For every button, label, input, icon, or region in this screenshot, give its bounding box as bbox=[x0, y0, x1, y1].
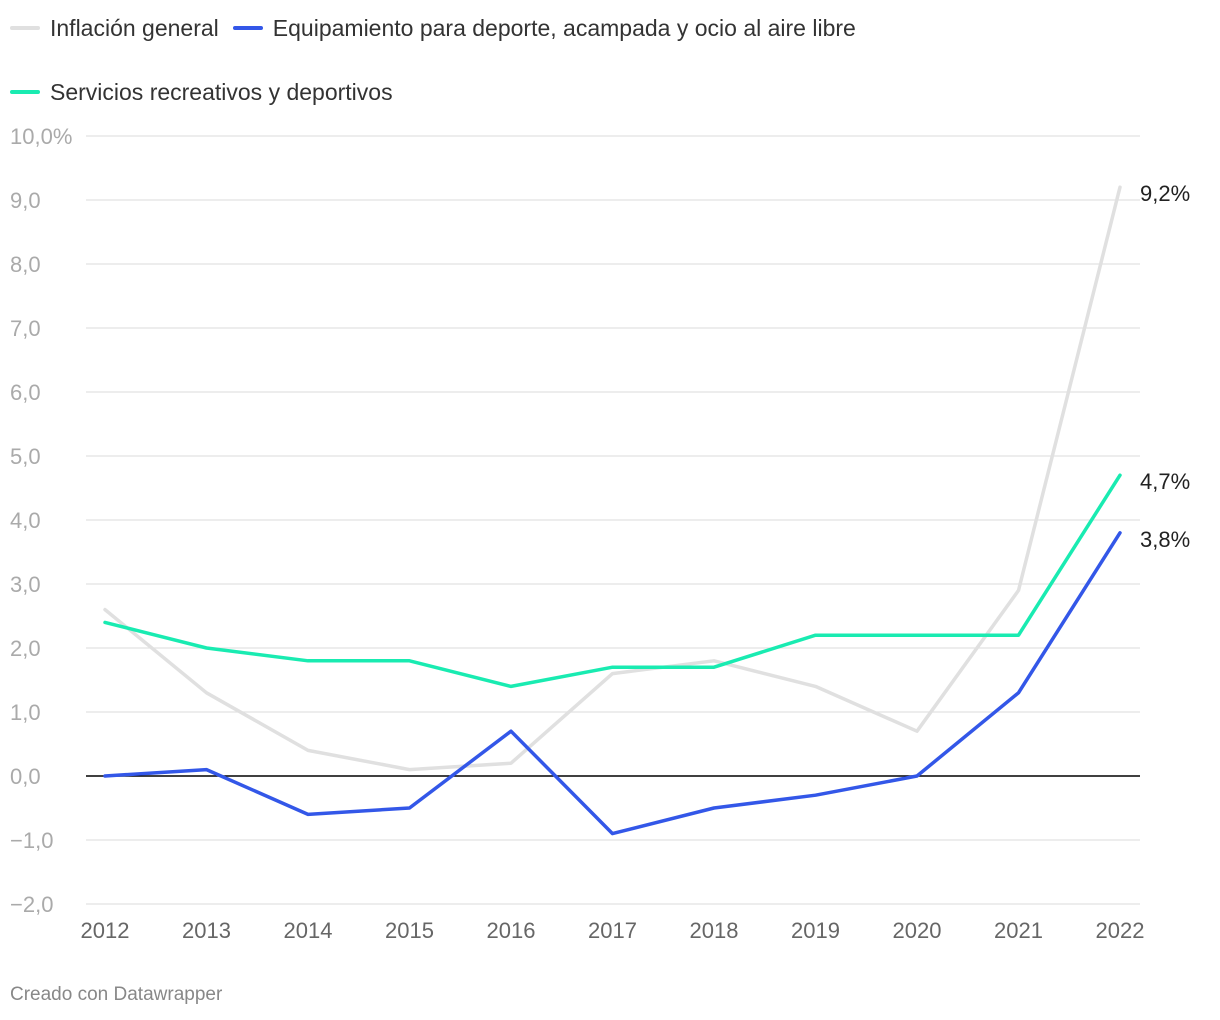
chart-legend: Inflación general Equipamiento para depor… bbox=[10, 14, 1190, 106]
y-tick-label: 2,0 bbox=[10, 636, 41, 661]
x-tick-label: 2021 bbox=[994, 918, 1043, 943]
x-tick-label: 2014 bbox=[284, 918, 333, 943]
y-tick-label: 5,0 bbox=[10, 444, 41, 469]
legend-item: Equipamiento para deporte, acampada y oc… bbox=[232, 14, 856, 42]
y-tick-label: 7,0 bbox=[10, 316, 41, 341]
series-end-label: 9,2% bbox=[1140, 181, 1190, 206]
legend-swatch bbox=[232, 26, 263, 30]
x-tick-label: 2013 bbox=[182, 918, 231, 943]
series-end-label: 3,8% bbox=[1140, 527, 1190, 552]
x-tick-label: 2018 bbox=[690, 918, 739, 943]
legend-label: Servicios recreativos y deportivos bbox=[50, 79, 393, 105]
y-tick-label: 4,0 bbox=[10, 508, 41, 533]
x-tick-label: 2016 bbox=[487, 918, 536, 943]
series-line bbox=[103, 473, 1122, 689]
x-tick-label: 2020 bbox=[893, 918, 942, 943]
y-tick-label: 3,0 bbox=[10, 572, 41, 597]
grid-lines bbox=[86, 135, 1140, 905]
series-end-label: 4,7% bbox=[1140, 469, 1190, 494]
y-tick-label: −1,0 bbox=[10, 828, 53, 853]
legend-swatch bbox=[10, 26, 40, 30]
y-tick-label: 9,0 bbox=[10, 188, 41, 213]
x-tick-label: 2017 bbox=[588, 918, 637, 943]
x-tick-label: 2015 bbox=[385, 918, 434, 943]
y-tick-label: −2,0 bbox=[10, 892, 53, 917]
legend-swatch bbox=[10, 90, 40, 94]
credit-text: Creado con Datawrapper bbox=[10, 984, 223, 1005]
x-tick-label: 2012 bbox=[81, 918, 130, 943]
y-tick-label: 0,0 bbox=[10, 764, 41, 789]
legend-item: Servicios recreativos y deportivos bbox=[10, 78, 393, 106]
x-tick-label: 2022 bbox=[1096, 918, 1145, 943]
series-line bbox=[103, 185, 1122, 772]
y-tick-label: 10,0% bbox=[10, 124, 72, 149]
legend-item: Inflación general bbox=[10, 14, 219, 42]
y-tick-label: 8,0 bbox=[10, 252, 41, 277]
legend-label: Equipamiento para deporte, acampada y oc… bbox=[272, 15, 856, 41]
x-tick-label: 2019 bbox=[791, 918, 840, 943]
y-tick-label: 6,0 bbox=[10, 380, 41, 405]
series-line bbox=[103, 531, 1122, 836]
y-tick-label: 1,0 bbox=[10, 700, 41, 725]
legend-label: Inflación general bbox=[50, 15, 219, 41]
